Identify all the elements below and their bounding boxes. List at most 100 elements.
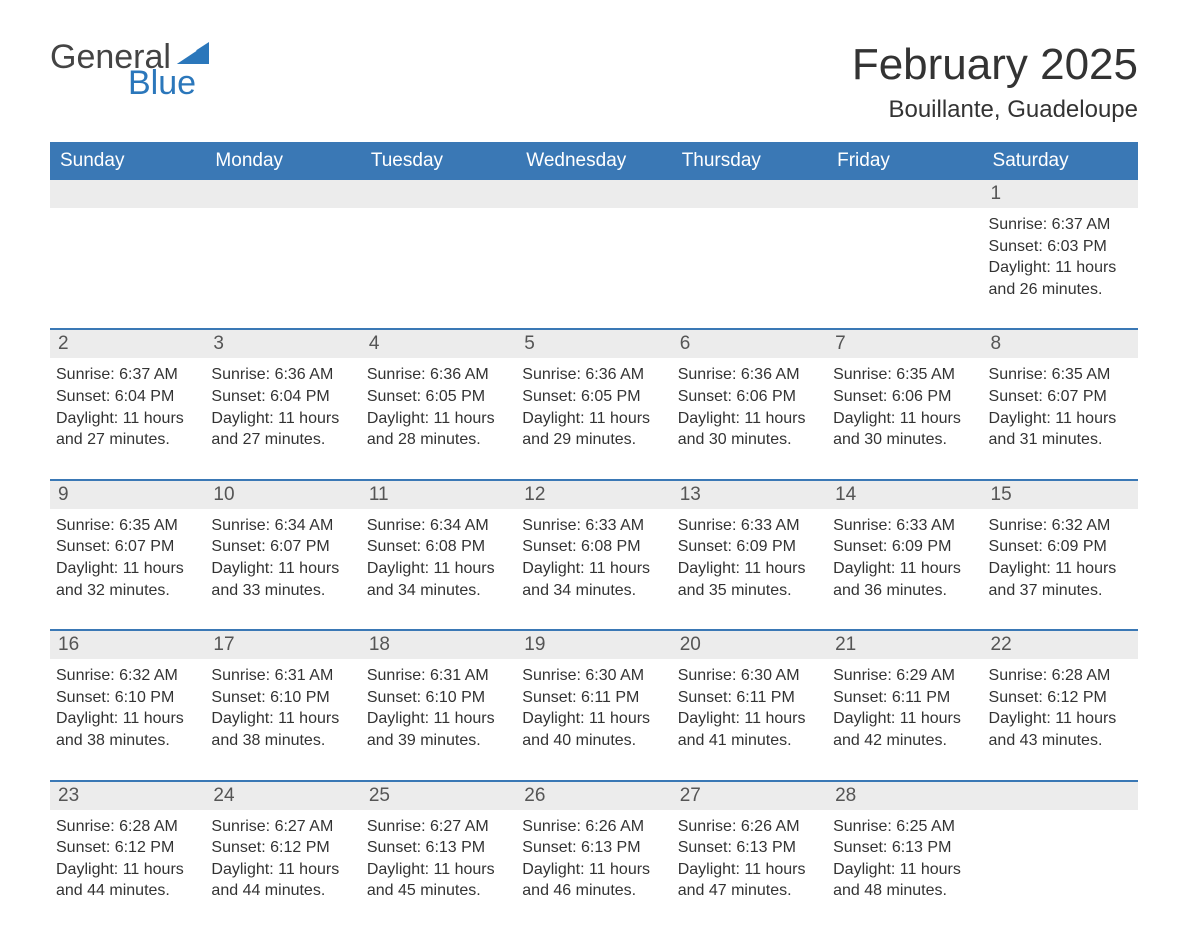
day-number xyxy=(672,180,827,208)
sunrise-line: Sunrise: 6:32 AM xyxy=(56,665,199,687)
day-details: Sunrise: 6:36 AMSunset: 6:05 PMDaylight:… xyxy=(516,358,671,450)
sunrise-line: Sunrise: 6:30 AM xyxy=(678,665,821,687)
calendar-day: 19 Sunrise: 6:30 AMSunset: 6:11 PMDayligh… xyxy=(516,631,671,751)
location-label: Bouillante, Guadeloupe xyxy=(852,96,1138,124)
calendar-day: 11Sunrise: 6:34 AMSunset: 6:08 PMDayligh… xyxy=(361,481,516,601)
sunrise-line: Sunrise: 6:32 AM xyxy=(989,515,1132,537)
day-number: 18 xyxy=(361,631,516,659)
sunset-line: Sunset: 6:13 PM xyxy=(833,837,976,859)
day-number: 15 xyxy=(983,481,1138,509)
sunset-line: Sunset: 6:13 PM xyxy=(367,837,510,859)
sunrise-line: Sunrise: 6:33 AM xyxy=(678,515,821,537)
calendar-day xyxy=(516,180,671,300)
sunset-line: Sunset: 6:10 PM xyxy=(56,687,199,709)
weekday-header: Thursday xyxy=(672,142,827,180)
calendar-day: 1Sunrise: 6:37 AMSunset: 6:03 PMDaylight… xyxy=(983,180,1138,300)
day-details: Sunrise: 6:34 AMSunset: 6:08 PMDaylight:… xyxy=(361,509,516,601)
day-details: Sunrise: 6:27 AMSunset: 6:13 PMDaylight:… xyxy=(361,810,516,902)
sunset-line: Sunset: 6:07 PM xyxy=(211,536,354,558)
day-details: Sunrise: 6:35 AMSunset: 6:07 PMDaylight:… xyxy=(50,509,205,601)
sunset-line: Sunset: 6:13 PM xyxy=(522,837,665,859)
day-number: 8 xyxy=(983,330,1138,358)
daylight-line: Daylight: 11 hours and 31 minutes. xyxy=(989,408,1132,451)
daylight-line: Daylight: 11 hours and 30 minutes. xyxy=(678,408,821,451)
weekday-header: Friday xyxy=(827,142,982,180)
day-details: Sunrise: 6:26 AMSunset: 6:13 PMDaylight:… xyxy=(672,810,827,902)
sunrise-line: Sunrise: 6:28 AM xyxy=(989,665,1132,687)
sunrise-line: Sunrise: 6:36 AM xyxy=(367,364,510,386)
day-number xyxy=(516,180,671,208)
sunrise-line: Sunrise: 6:27 AM xyxy=(367,816,510,838)
day-details: Sunrise: 6:28 AMSunset: 6:12 PMDaylight:… xyxy=(983,659,1138,751)
calendar-day: 18Sunrise: 6:31 AMSunset: 6:10 PMDayligh… xyxy=(361,631,516,751)
sunset-line: Sunset: 6:08 PM xyxy=(522,536,665,558)
sunset-line: Sunset: 6:04 PM xyxy=(56,386,199,408)
sunset-line: Sunset: 6:07 PM xyxy=(989,386,1132,408)
sunrise-line: Sunrise: 6:36 AM xyxy=(211,364,354,386)
day-number xyxy=(361,180,516,208)
day-details: Sunrise: 6:31 AMSunset: 6:10 PMDaylight:… xyxy=(361,659,516,751)
daylight-line: Daylight: 11 hours and 37 minutes. xyxy=(989,558,1132,601)
day-number: 2 xyxy=(50,330,205,358)
calendar-day: 6Sunrise: 6:36 AMSunset: 6:06 PMDaylight… xyxy=(672,330,827,450)
calendar-day xyxy=(983,782,1138,902)
calendar-day: 4Sunrise: 6:36 AMSunset: 6:05 PMDaylight… xyxy=(361,330,516,450)
page-title: February 2025 xyxy=(852,40,1138,90)
calendar-day: 5Sunrise: 6:36 AMSunset: 6:05 PMDaylight… xyxy=(516,330,671,450)
calendar-day: 12Sunrise: 6:33 AMSunset: 6:08 PMDayligh… xyxy=(516,481,671,601)
day-number: 5 xyxy=(516,330,671,358)
day-number: 12 xyxy=(516,481,671,509)
sunrise-line: Sunrise: 6:30 AM xyxy=(522,665,665,687)
day-details: Sunrise: 6:36 AMSunset: 6:04 PMDaylight:… xyxy=(205,358,360,450)
day-details: Sunrise: 6:37 AMSunset: 6:04 PMDaylight:… xyxy=(50,358,205,450)
day-details: Sunrise: 6:27 AMSunset: 6:12 PMDaylight:… xyxy=(205,810,360,902)
day-number xyxy=(50,180,205,208)
sunrise-line: Sunrise: 6:34 AM xyxy=(367,515,510,537)
sunset-line: Sunset: 6:11 PM xyxy=(678,687,821,709)
daylight-line: Daylight: 11 hours and 30 minutes. xyxy=(833,408,976,451)
sunset-line: Sunset: 6:13 PM xyxy=(678,837,821,859)
day-number: 11 xyxy=(361,481,516,509)
sunrise-line: Sunrise: 6:31 AM xyxy=(367,665,510,687)
calendar-week: 9Sunrise: 6:35 AMSunset: 6:07 PMDaylight… xyxy=(50,479,1138,601)
day-number: 20 xyxy=(672,631,827,659)
calendar-week: 23Sunrise: 6:28 AMSunset: 6:12 PMDayligh… xyxy=(50,780,1138,902)
calendar-day xyxy=(827,180,982,300)
day-number: 19 xyxy=(516,631,671,659)
header: General Blue February 2025 Bouillante, G… xyxy=(50,40,1138,124)
day-number: 24 xyxy=(205,782,360,810)
sunset-line: Sunset: 6:11 PM xyxy=(833,687,976,709)
day-number: 3 xyxy=(205,330,360,358)
logo-text-blue: Blue xyxy=(128,66,209,100)
daylight-line: Daylight: 11 hours and 29 minutes. xyxy=(522,408,665,451)
calendar-day: 16Sunrise: 6:32 AMSunset: 6:10 PMDayligh… xyxy=(50,631,205,751)
daylight-line: Daylight: 11 hours and 38 minutes. xyxy=(211,708,354,751)
day-number xyxy=(983,782,1138,810)
sunset-line: Sunset: 6:09 PM xyxy=(678,536,821,558)
sunrise-line: Sunrise: 6:26 AM xyxy=(522,816,665,838)
daylight-line: Daylight: 11 hours and 36 minutes. xyxy=(833,558,976,601)
day-number: 9 xyxy=(50,481,205,509)
sunrise-line: Sunrise: 6:31 AM xyxy=(211,665,354,687)
sunrise-line: Sunrise: 6:34 AM xyxy=(211,515,354,537)
daylight-line: Daylight: 11 hours and 27 minutes. xyxy=(211,408,354,451)
calendar-day: 20Sunrise: 6:30 AMSunset: 6:11 PMDayligh… xyxy=(672,631,827,751)
daylight-line: Daylight: 11 hours and 47 minutes. xyxy=(678,859,821,902)
sunset-line: Sunset: 6:06 PM xyxy=(833,386,976,408)
daylight-line: Daylight: 11 hours and 28 minutes. xyxy=(367,408,510,451)
daylight-line: Daylight: 11 hours and 43 minutes. xyxy=(989,708,1132,751)
day-number: 13 xyxy=(672,481,827,509)
sunset-line: Sunset: 6:11 PM xyxy=(522,687,665,709)
day-number xyxy=(827,180,982,208)
sunrise-line: Sunrise: 6:33 AM xyxy=(522,515,665,537)
day-number: 10 xyxy=(205,481,360,509)
calendar-day: 17Sunrise: 6:31 AMSunset: 6:10 PMDayligh… xyxy=(205,631,360,751)
daylight-line: Daylight: 11 hours and 45 minutes. xyxy=(367,859,510,902)
daylight-line: Daylight: 11 hours and 42 minutes. xyxy=(833,708,976,751)
daylight-line: Daylight: 11 hours and 33 minutes. xyxy=(211,558,354,601)
day-number: 17 xyxy=(205,631,360,659)
day-details: Sunrise: 6:32 AMSunset: 6:09 PMDaylight:… xyxy=(983,509,1138,601)
sunrise-line: Sunrise: 6:35 AM xyxy=(56,515,199,537)
daylight-line: Daylight: 11 hours and 40 minutes. xyxy=(522,708,665,751)
day-number: 16 xyxy=(50,631,205,659)
